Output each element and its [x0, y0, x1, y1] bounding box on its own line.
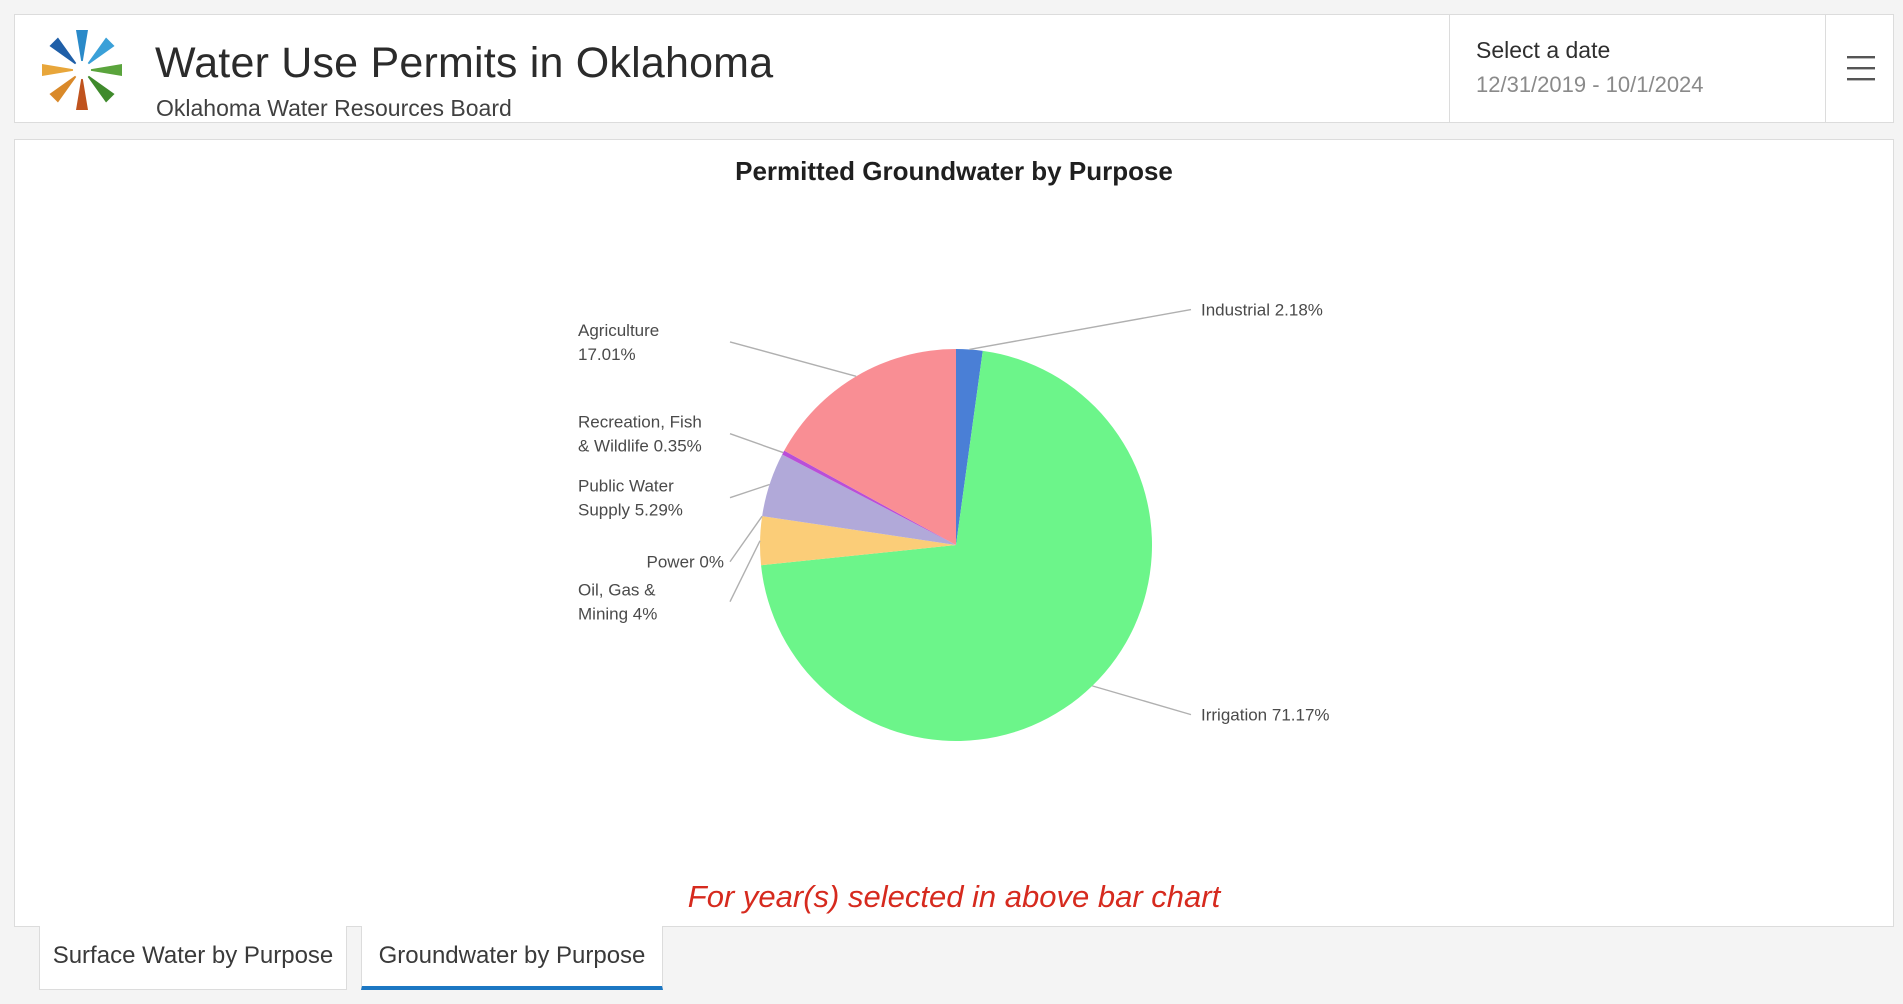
leader-line [729, 341, 857, 378]
app-subtitle: Oklahoma Water Resources Board [156, 95, 512, 121]
pie-slice-public-water-supply[interactable] [762, 454, 956, 545]
pie-slice-irrigation[interactable] [761, 350, 1152, 741]
date-selector-label: Select a date [1476, 37, 1611, 63]
date-range-value: 12/31/2019 - 10/1/2024 [1476, 72, 1704, 97]
leader-line [729, 515, 763, 563]
date-selector[interactable]: Select a date 12/31/2019 - 10/1/2024 [1449, 15, 1825, 122]
pie-slice-oil-gas-mining[interactable] [760, 516, 956, 566]
chart-panel: Permitted Groundwater by Purpose Industr… [14, 139, 1894, 927]
app-title: Water Use Permits in Oklahoma [155, 39, 774, 87]
slice-label: Recreation, Fish & Wildlife 0.35% [578, 413, 702, 456]
app-header: Water Use Permits in Oklahoma Oklahoma W… [14, 14, 1894, 123]
owrb-star-logo [42, 30, 122, 110]
leader-line [1092, 685, 1192, 716]
tab-surface-water[interactable]: Surface Water by Purpose [39, 926, 347, 990]
slice-label: Oil, Gas & Mining 4% [578, 581, 657, 624]
pie-chart: Industrial 2.18% Irrigation 71.17% Oil, Ga… [578, 301, 1330, 741]
leader-line [729, 433, 784, 454]
hamburger-menu-icon [1847, 56, 1875, 81]
slice-label: Industrial 2.18% [1201, 301, 1323, 320]
menu-button[interactable] [1825, 15, 1893, 122]
slice-label: Irrigation 71.17% [1201, 706, 1330, 725]
pie-slice-agriculture[interactable] [784, 349, 956, 545]
chart-title: Permitted Groundwater by Purpose [735, 156, 1173, 186]
slice-label: Agriculture 17.01% [578, 321, 659, 364]
leader-line [969, 308, 1192, 351]
leader-line [729, 540, 761, 603]
pie-slice-industrial[interactable] [956, 349, 983, 545]
slice-label: Public Water Supply 5.29% [578, 477, 683, 520]
pie-slice-recreation-fish-wildlife[interactable] [782, 450, 956, 545]
leader-line [729, 483, 770, 499]
tab-groundwater[interactable]: Groundwater by Purpose [361, 926, 663, 990]
selection-note: For year(s) selected in above bar chart [687, 879, 1221, 914]
slice-label: Power 0% [647, 553, 724, 572]
